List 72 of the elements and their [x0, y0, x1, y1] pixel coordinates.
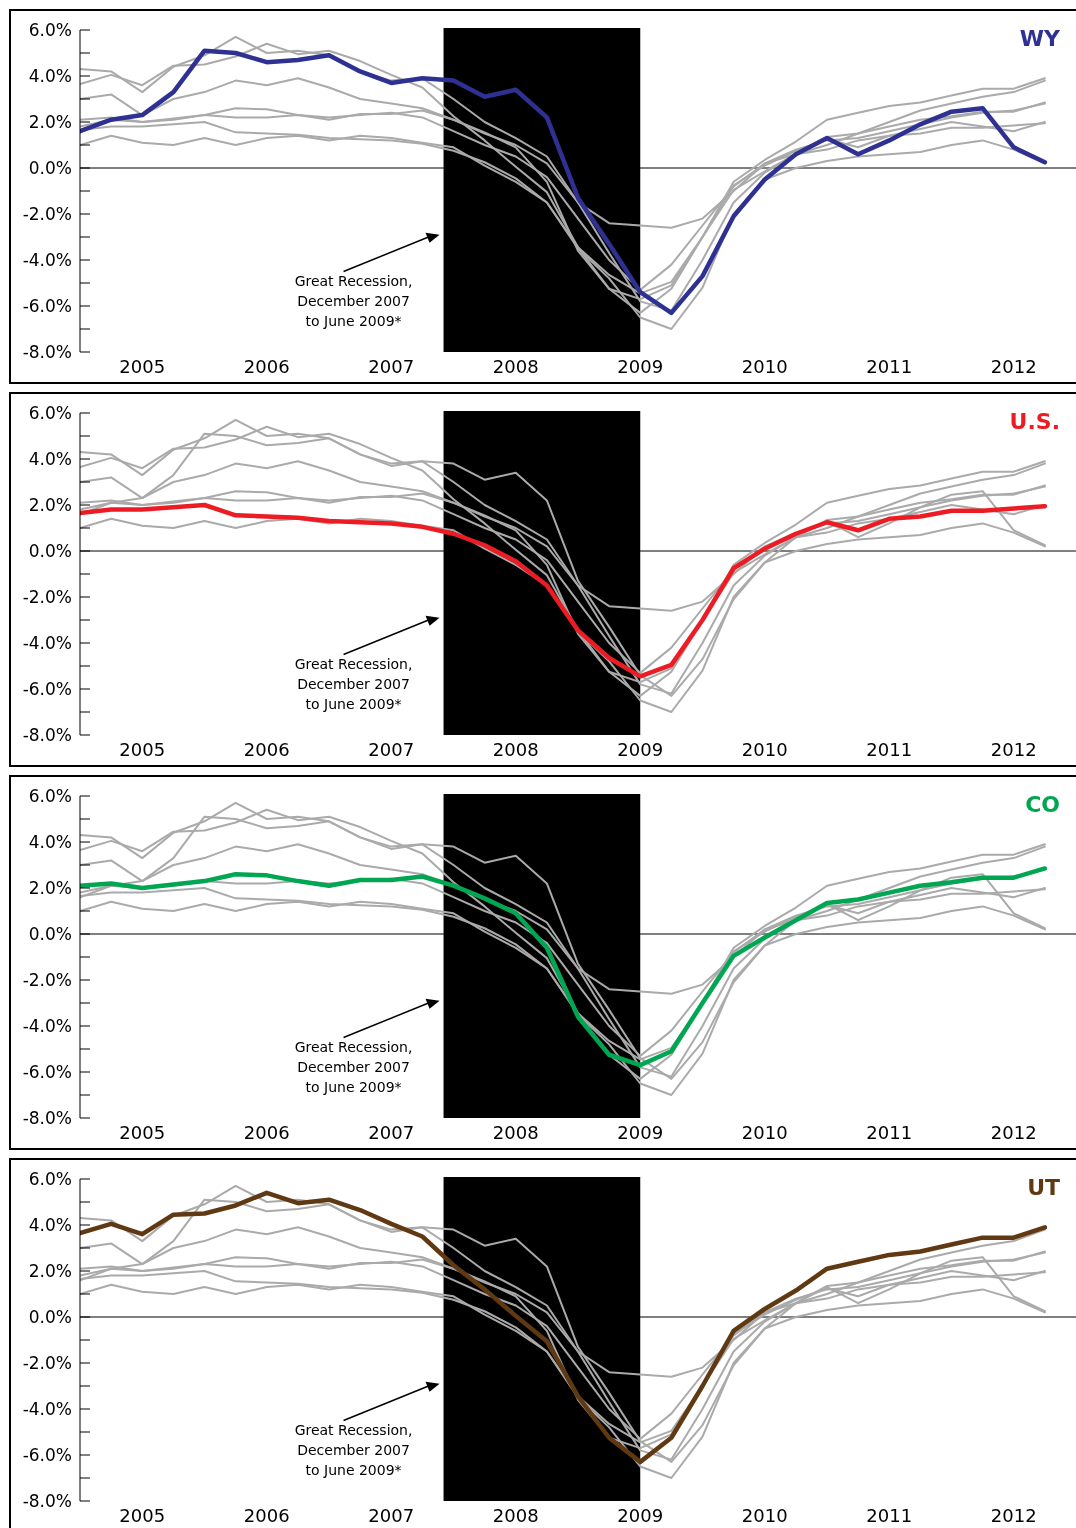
- y-tick-label: -6.0%: [22, 678, 72, 699]
- y-tick-label: 4.0%: [28, 65, 72, 86]
- x-tick-label: 2010: [741, 356, 788, 377]
- annotation: Great Recession, December 2007 to June 2009*: [294, 273, 413, 329]
- x-tick-label: 2008: [492, 1122, 539, 1143]
- y-tick-label: 0.0%: [28, 540, 72, 561]
- y-tick-label: -4.0%: [22, 249, 72, 270]
- y-tick-label: -8.0%: [22, 1107, 72, 1128]
- y-tick-label: 6.0%: [28, 785, 72, 806]
- y-tick-label: -6.0%: [22, 1061, 72, 1082]
- annotation: Great Recession, December 2007 to June 2009*: [294, 1422, 413, 1478]
- x-tick-label: 2005: [119, 739, 166, 760]
- x-tick-label: 2008: [492, 1505, 539, 1526]
- y-tick-label: 0.0%: [28, 923, 72, 944]
- y-tick-label: 0.0%: [28, 157, 72, 178]
- x-tick-label: 2010: [741, 1505, 788, 1526]
- x-tick-label: 2008: [492, 739, 539, 760]
- y-tick-label: 2.0%: [28, 1260, 72, 1281]
- y-tick-label: 4.0%: [28, 1214, 72, 1235]
- x-tick-label: 2010: [741, 739, 788, 760]
- text: CO: [1025, 792, 1060, 817]
- y-tick-label: 0.0%: [28, 1306, 72, 1327]
- x-tick-label: 2011: [866, 356, 913, 377]
- y-tick-label: -4.0%: [22, 1015, 72, 1036]
- x-tick-label: 2009: [617, 739, 664, 760]
- x-tick-label: 2005: [119, 1122, 166, 1143]
- x-tick-label: 2009: [617, 1505, 664, 1526]
- x-tick-label: 2012: [990, 1122, 1037, 1143]
- y-tick-label: 6.0%: [28, 1168, 72, 1189]
- x-tick-label: 2010: [741, 1122, 788, 1143]
- y-tick-label: -4.0%: [22, 632, 72, 653]
- x-tick-label: 2012: [990, 1505, 1037, 1526]
- x-tick-label: 2005: [119, 356, 166, 377]
- annotation: Great Recession, December 2007 to June 2009*: [294, 656, 413, 712]
- x-tick-label: 2011: [866, 1505, 913, 1526]
- y-tick-label: 2.0%: [28, 877, 72, 898]
- x-tick-label: 2009: [617, 1122, 664, 1143]
- x-tick-label: 2005: [119, 1505, 166, 1526]
- x-tick-label: 2006: [243, 356, 290, 377]
- y-tick-label: -6.0%: [22, 295, 72, 316]
- annotation: Great Recession, December 2007 to June 2009*: [294, 1039, 413, 1095]
- x-tick-label: 2006: [243, 1505, 290, 1526]
- x-tick-label: 2007: [368, 1122, 415, 1143]
- y-tick-label: -2.0%: [22, 1352, 72, 1373]
- x-tick-label: 2006: [243, 739, 290, 760]
- text: WY: [1019, 26, 1062, 51]
- y-tick-label: 4.0%: [28, 831, 72, 852]
- x-tick-label: 2012: [990, 739, 1037, 760]
- y-tick-label: 4.0%: [28, 448, 72, 469]
- x-tick-label: 2009: [617, 356, 664, 377]
- y-tick-label: 6.0%: [28, 19, 72, 40]
- y-tick-label: -8.0%: [22, 341, 72, 362]
- y-tick-label: -2.0%: [22, 203, 72, 224]
- y-tick-label: -8.0%: [22, 724, 72, 745]
- y-tick-label: -4.0%: [22, 1398, 72, 1419]
- y-tick-label: -2.0%: [22, 586, 72, 607]
- x-tick-label: 2006: [243, 1122, 290, 1143]
- x-tick-label: 2007: [368, 739, 415, 760]
- y-tick-label: 2.0%: [28, 111, 72, 132]
- y-tick-label: 2.0%: [28, 494, 72, 515]
- x-tick-label: 2007: [368, 356, 415, 377]
- x-tick-label: 2011: [866, 739, 913, 760]
- x-tick-label: 2008: [492, 356, 539, 377]
- x-tick-label: 2012: [990, 356, 1037, 377]
- y-tick-label: 6.0%: [28, 402, 72, 423]
- series-label: UT: [1027, 1175, 1060, 1200]
- y-tick-label: -6.0%: [22, 1444, 72, 1465]
- x-tick-label: 2011: [866, 1122, 913, 1143]
- text: U.S.: [1009, 409, 1060, 434]
- x-tick-label: 2007: [368, 1505, 415, 1526]
- y-tick-label: -8.0%: [22, 1490, 72, 1511]
- y-tick-label: -2.0%: [22, 969, 72, 990]
